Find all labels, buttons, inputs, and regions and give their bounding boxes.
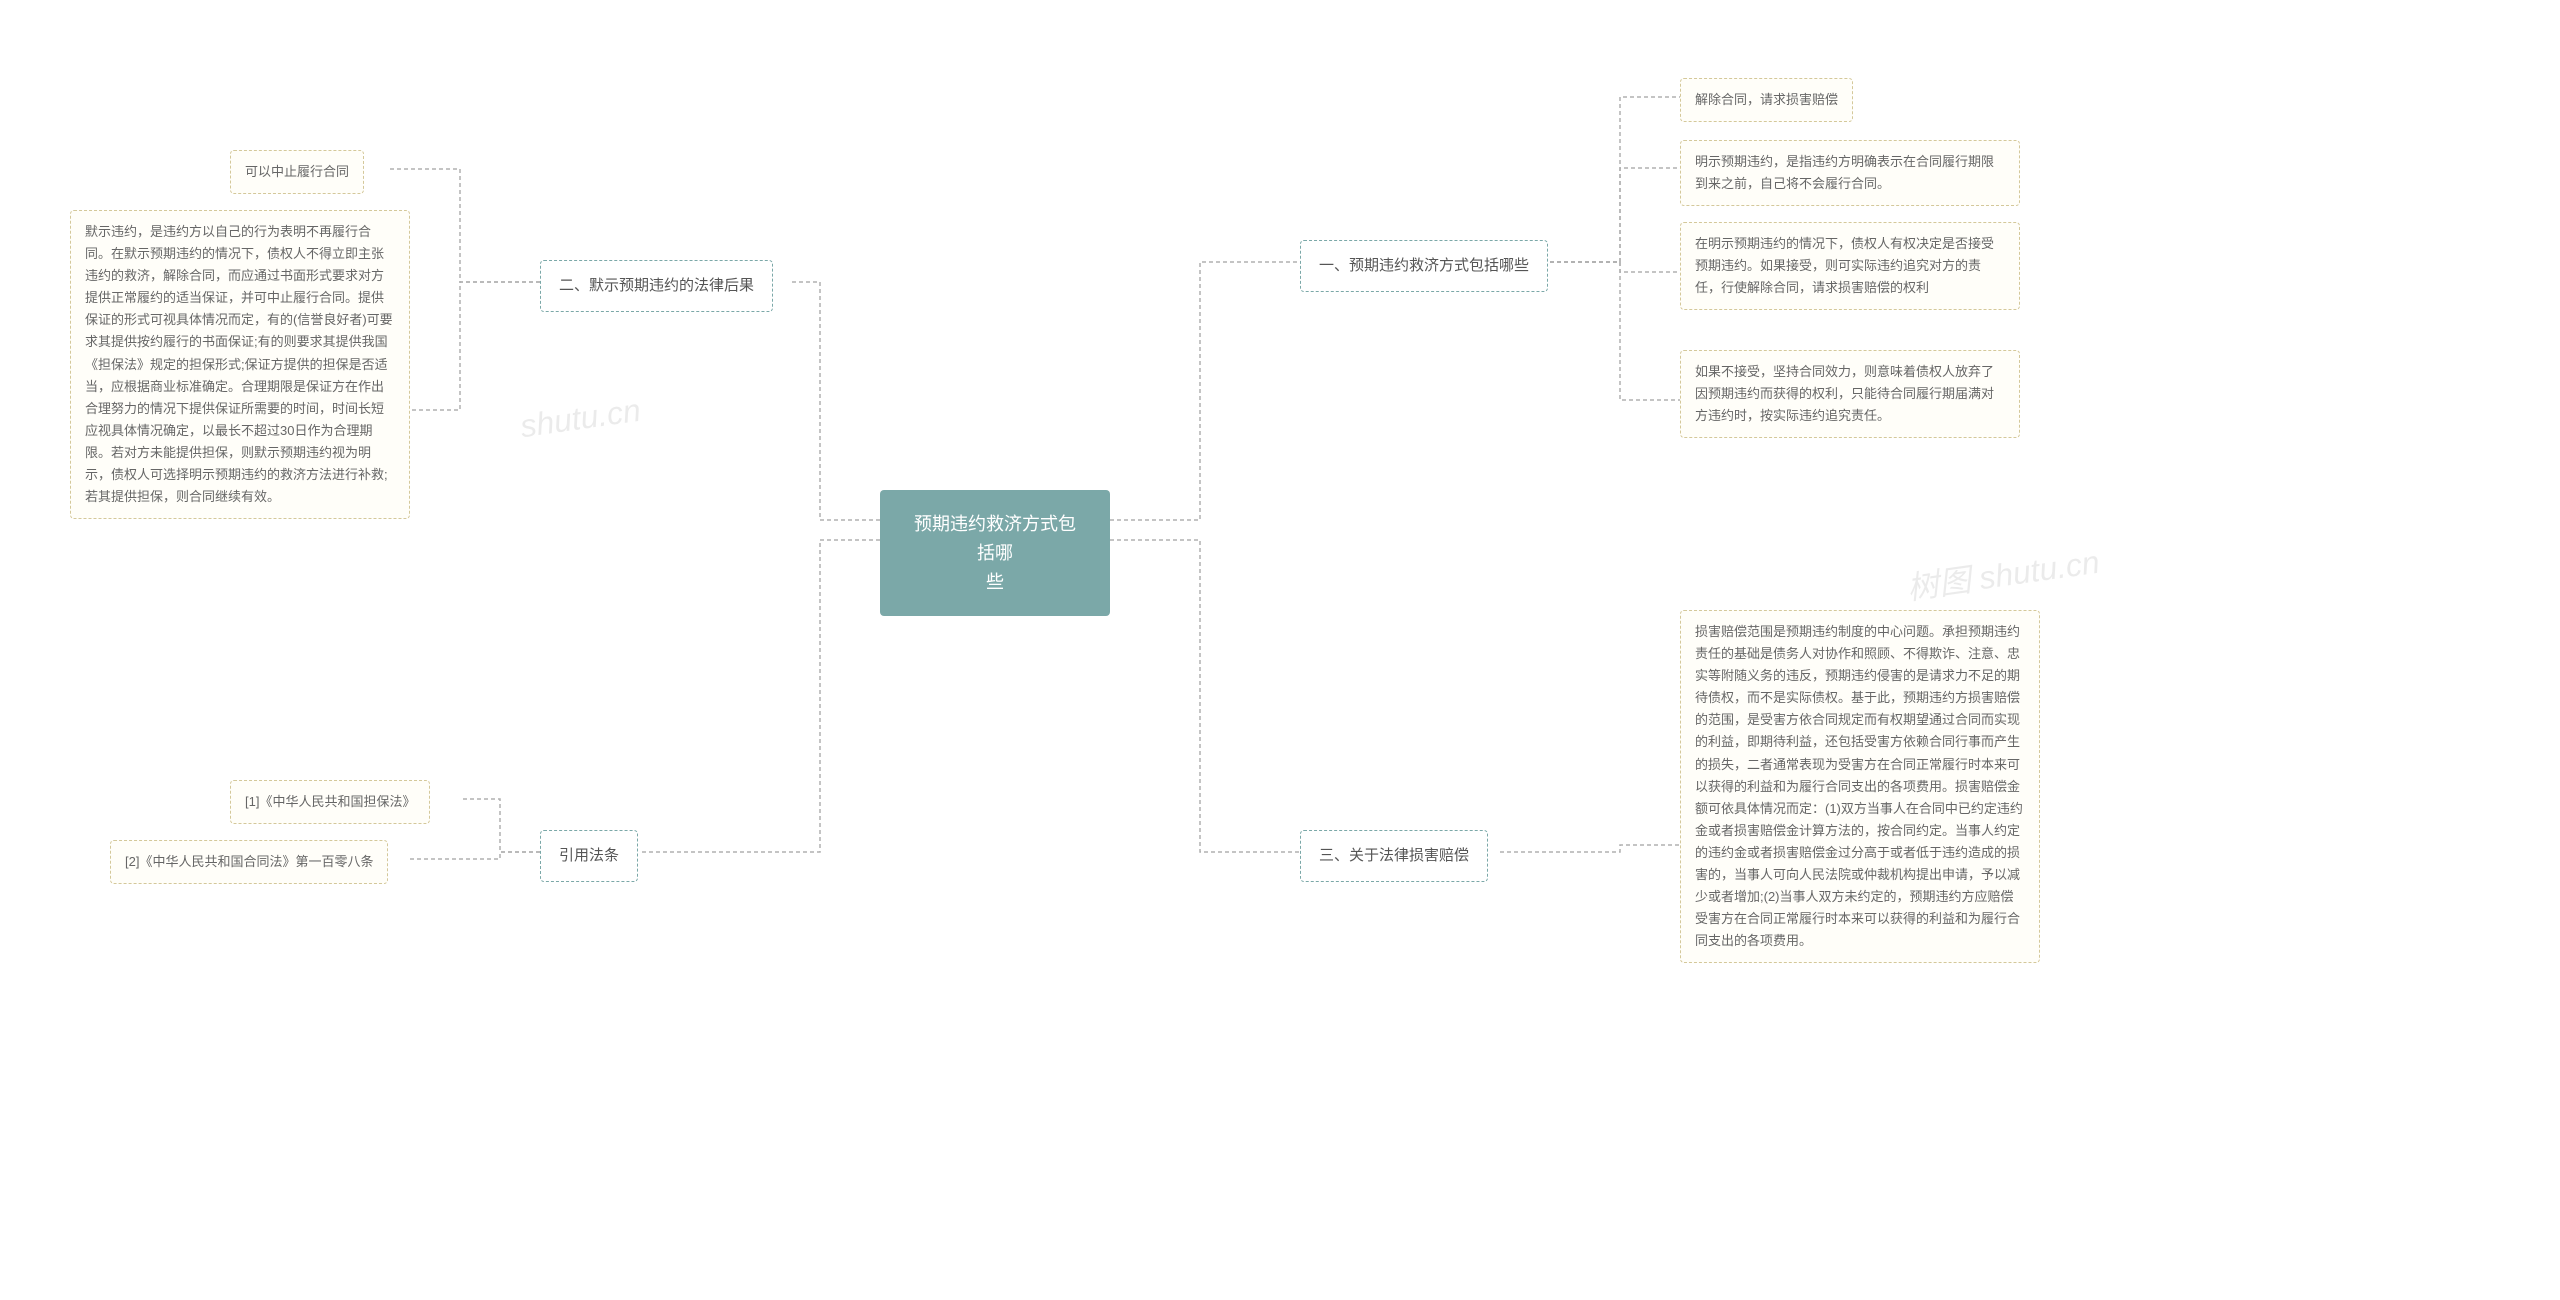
- leaf-text: 在明示预期违约的情况下，债权人有权决定是否接受预期违约。如果接受，则可实际违约追…: [1695, 236, 1994, 295]
- branch-3: 三、关于法律损害赔偿: [1300, 830, 1488, 882]
- branch-4-leaf-1: [2]《中华人民共和国合同法》第一百零八条: [110, 840, 388, 884]
- branch-1-leaf-3: 如果不接受，坚持合同效力，则意味着债权人放弃了因预期违约而获得的权利，只能待合同…: [1680, 350, 2020, 438]
- leaf-text: 默示违约，是违约方以自己的行为表明不再履行合同。在默示预期违约的情况下，债权人不…: [85, 224, 393, 504]
- branch-1-leaf-0: 解除合同，请求损害赔偿: [1680, 78, 1853, 122]
- branch-3-leaf-0: 损害赔偿范围是预期违约制度的中心问题。承担预期违约责任的基础是债务人对协作和照顾…: [1680, 610, 2040, 963]
- leaf-text: [1]《中华人民共和国担保法》: [245, 794, 415, 809]
- branch-4-leaf-0: [1]《中华人民共和国担保法》: [230, 780, 430, 824]
- branch-2-leaf-0: 可以中止履行合同: [230, 150, 364, 194]
- leaf-text: 明示预期违约，是指违约方明确表示在合同履行期限到来之前，自己将不会履行合同。: [1695, 154, 1994, 191]
- branch-2-title: 二、默示预期违约的法律后果: [559, 277, 754, 294]
- root-title: 预期违约救济方式包括哪些: [914, 514, 1076, 592]
- branch-1-leaf-2: 在明示预期违约的情况下，债权人有权决定是否接受预期违约。如果接受，则可实际违约追…: [1680, 222, 2020, 310]
- connector-lines: [0, 0, 2560, 1300]
- branch-4: 引用法条: [540, 830, 638, 882]
- leaf-text: 如果不接受，坚持合同效力，则意味着债权人放弃了因预期违约而获得的权利，只能待合同…: [1695, 364, 1994, 423]
- branch-1-leaf-1: 明示预期违约，是指违约方明确表示在合同履行期限到来之前，自己将不会履行合同。: [1680, 140, 2020, 206]
- watermark-left: shutu.cn: [518, 392, 643, 445]
- branch-2: 二、默示预期违约的法律后果: [540, 260, 773, 312]
- leaf-text: 可以中止履行合同: [245, 164, 349, 179]
- branch-4-title: 引用法条: [559, 847, 619, 864]
- branch-1-title: 一、预期违约救济方式包括哪些: [1319, 257, 1529, 274]
- branch-2-leaf-1: 默示违约，是违约方以自己的行为表明不再履行合同。在默示预期违约的情况下，债权人不…: [70, 210, 410, 519]
- leaf-text: 解除合同，请求损害赔偿: [1695, 92, 1838, 107]
- leaf-text: [2]《中华人民共和国合同法》第一百零八条: [125, 854, 373, 869]
- root-node: 预期违约救济方式包括哪些: [880, 490, 1110, 616]
- leaf-text: 损害赔偿范围是预期违约制度的中心问题。承担预期违约责任的基础是债务人对协作和照顾…: [1695, 624, 2023, 948]
- branch-1: 一、预期违约救济方式包括哪些: [1300, 240, 1548, 292]
- branch-3-title: 三、关于法律损害赔偿: [1319, 847, 1469, 864]
- watermark-right: 树图 shutu.cn: [1904, 537, 2102, 610]
